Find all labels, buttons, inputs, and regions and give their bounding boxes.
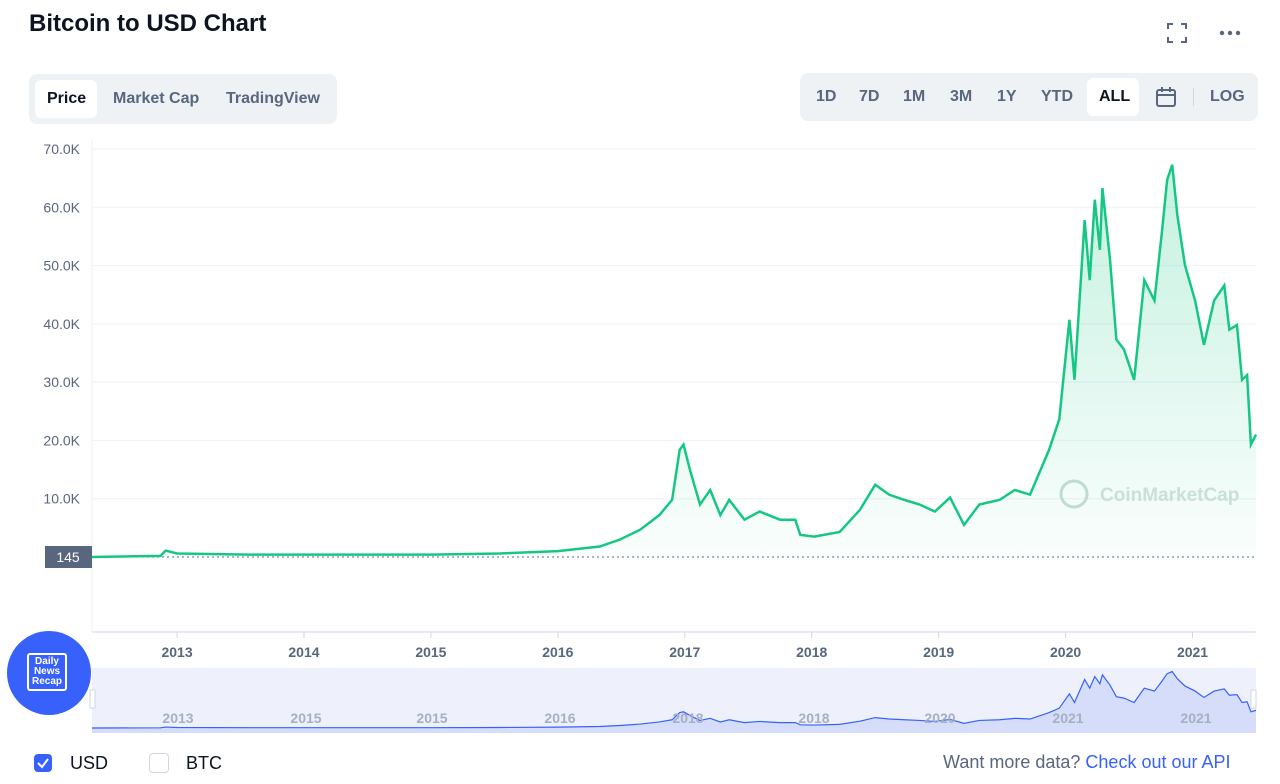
checkbox[interactable] bbox=[149, 753, 169, 773]
y-tick-label: 60.0K bbox=[43, 199, 80, 215]
navigator-label: 2021 bbox=[1052, 710, 1083, 726]
footer-prompt: Want more data? Check out our API bbox=[943, 752, 1231, 773]
x-tick-label: 2016 bbox=[542, 644, 573, 660]
badge-line: News bbox=[33, 666, 61, 677]
navigator-label: 2018 bbox=[798, 710, 829, 726]
check-icon bbox=[37, 758, 49, 769]
range-active-bg bbox=[1087, 78, 1139, 116]
calendar-icon[interactable] bbox=[1155, 86, 1177, 108]
range-button[interactable]: 1Y bbox=[997, 88, 1017, 105]
navigator-handle[interactable] bbox=[89, 689, 96, 709]
tab[interactable]: Price bbox=[47, 90, 87, 107]
navigator-line bbox=[91, 670, 1257, 729]
x-tick-label: 2019 bbox=[923, 644, 954, 660]
y-tick-label: 50.0K bbox=[43, 258, 80, 274]
price-area bbox=[92, 164, 1256, 558]
x-tick-label: 2020 bbox=[1050, 644, 1081, 660]
navigator-label: 2016 bbox=[544, 710, 575, 726]
x-tick-label: 2017 bbox=[669, 644, 700, 660]
log-button[interactable]: LOG bbox=[1210, 88, 1245, 105]
y-tick-label: 20.0K bbox=[43, 432, 80, 448]
navigator-label: 2020 bbox=[924, 710, 955, 726]
tab[interactable]: TradingView bbox=[226, 90, 320, 107]
range-button[interactable]: 3M bbox=[950, 88, 973, 105]
baseline-label: 145 bbox=[56, 549, 80, 565]
api-link[interactable]: Check out our API bbox=[1085, 752, 1231, 772]
badge-line: Daily bbox=[35, 656, 59, 667]
navigator-label: 2015 bbox=[290, 710, 321, 726]
baseline-label-bg bbox=[45, 546, 92, 568]
navigator-label: 2021 bbox=[1180, 710, 1211, 726]
navigator-area bbox=[92, 671, 1256, 733]
range-button[interactable]: YTD bbox=[1041, 88, 1073, 105]
navigator-label: 2015 bbox=[416, 710, 447, 726]
range-group bbox=[800, 73, 1258, 121]
x-tick-label: 2014 bbox=[288, 644, 319, 660]
x-tick-label: 2013 bbox=[161, 644, 192, 660]
range-button[interactable]: 1M bbox=[903, 88, 926, 105]
option-label: BTC bbox=[186, 753, 222, 773]
fullscreen-icon[interactable] bbox=[1166, 22, 1188, 44]
option-label: USD bbox=[70, 753, 109, 773]
navigator-label: 2013 bbox=[162, 710, 193, 726]
x-tick-label: 2021 bbox=[1177, 644, 1208, 660]
price-line bbox=[91, 164, 1258, 559]
tab-active-bg bbox=[35, 80, 97, 118]
badge-line: Recap bbox=[31, 676, 62, 687]
y-tick-label: 70.0K bbox=[43, 141, 80, 157]
x-tick-label: 2018 bbox=[796, 644, 827, 660]
y-tick-label: 40.0K bbox=[43, 316, 80, 332]
tab[interactable]: Market Cap bbox=[113, 90, 200, 107]
checkbox-checked[interactable] bbox=[34, 754, 52, 772]
range-button[interactable]: 7D bbox=[859, 88, 880, 105]
badge-text: Daily News Recap bbox=[27, 653, 67, 691]
range-button[interactable]: 1D bbox=[816, 88, 837, 105]
y-tick-label: 10.0K bbox=[43, 491, 80, 507]
divider bbox=[1193, 88, 1194, 106]
prompt-text: Want more data? bbox=[943, 752, 1081, 772]
range-button[interactable]: ALL bbox=[1099, 88, 1131, 105]
y-tick-label: 30.0K bbox=[43, 374, 80, 390]
more-icon[interactable] bbox=[1218, 28, 1244, 38]
x-tick-label: 2015 bbox=[415, 644, 446, 660]
navigator-label: 2018 bbox=[672, 710, 703, 726]
navigator-handle[interactable] bbox=[1250, 689, 1257, 709]
title: Bitcoin to USD Chart bbox=[29, 10, 267, 37]
